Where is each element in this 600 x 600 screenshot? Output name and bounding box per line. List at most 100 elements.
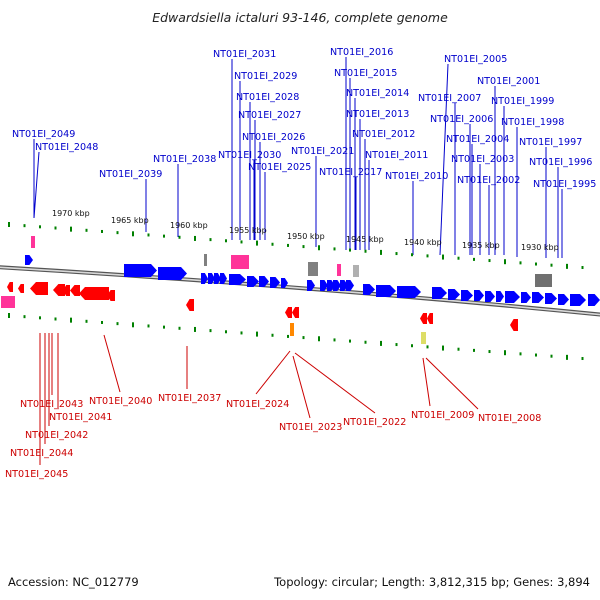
leader-line xyxy=(292,355,311,419)
scale-label: 1955 kbp xyxy=(229,226,267,235)
reverse-gene-arrow xyxy=(18,284,24,293)
top-tick xyxy=(504,259,506,265)
forward-gene-arrow xyxy=(158,267,187,280)
gene-label-forward: NT01EI_2025 xyxy=(248,162,311,173)
leader-line xyxy=(255,350,291,395)
top-tick xyxy=(550,263,553,267)
bottom-tick xyxy=(225,330,227,334)
bottom-tick xyxy=(550,354,553,358)
bottom-tick xyxy=(519,352,522,356)
bottom-tick xyxy=(535,353,537,357)
scale-label: 1930 kbp xyxy=(521,243,559,252)
forward-gene-arrow xyxy=(247,276,259,287)
gene-label-reverse: NT01EI_2040 xyxy=(89,396,152,407)
leader-line xyxy=(103,334,121,393)
top-tick xyxy=(240,240,243,244)
gene-label-forward: NT01EI_2028 xyxy=(236,92,299,103)
gene-label-reverse: NT01EI_2044 xyxy=(10,448,73,459)
reverse-gene-arrow xyxy=(107,290,115,301)
reverse-gene-arrow xyxy=(186,299,194,311)
forward-gene-arrow xyxy=(521,292,531,303)
bottom-tick xyxy=(457,347,460,351)
forward-gene-arrow xyxy=(505,291,520,303)
top-tick xyxy=(333,247,336,251)
pseudo-marker xyxy=(204,254,207,266)
top-tick xyxy=(23,224,26,228)
top-tick xyxy=(225,239,227,243)
gene-label-reverse: NT01EI_2009 xyxy=(411,410,474,421)
leader-line xyxy=(33,151,40,219)
forward-gene-arrow xyxy=(532,292,544,303)
bottom-tick xyxy=(473,348,475,352)
gene-label-forward: NT01EI_2030 xyxy=(218,150,281,161)
scale-label: 1970 kbp xyxy=(52,209,90,218)
top-tick xyxy=(302,245,305,249)
bottom-tick xyxy=(333,338,336,342)
top-tick xyxy=(442,254,444,260)
gene-labels: NT01EI_2049 NT01EI_2048 NT01EI_2039 NT01EI_… xyxy=(5,47,596,480)
scale-label: 1940 kbp xyxy=(404,238,442,247)
bottom-tick xyxy=(442,345,444,351)
bottom-tick xyxy=(240,331,243,335)
gene-label-reverse: NT01EI_2037 xyxy=(158,393,221,404)
forward-gene-arrow xyxy=(201,273,208,284)
rna-marker xyxy=(31,236,35,248)
forward-gene-arrow xyxy=(214,273,221,284)
top-tick xyxy=(349,248,351,252)
gene-label-forward: NT01EI_2038 xyxy=(153,154,216,165)
scale-label: 1945 kbp xyxy=(346,235,384,244)
gene-label-forward: NT01EI_1996 xyxy=(529,157,592,168)
gene-label-forward: NT01EI_2015 xyxy=(334,68,397,79)
rna-marker xyxy=(1,296,15,308)
reverse-gene-arrow xyxy=(7,282,13,292)
gene-label-forward: NT01EI_2005 xyxy=(444,54,507,65)
top-tick xyxy=(411,253,413,257)
bottom-tick xyxy=(147,324,150,328)
forward-gene-arrow xyxy=(346,280,354,291)
top-tick xyxy=(163,234,165,238)
bottom-tick xyxy=(411,344,413,348)
gene-label-forward: NT01EI_2016 xyxy=(330,47,393,58)
reverse-gene-arrow xyxy=(70,285,80,296)
top-tick xyxy=(473,257,475,261)
bottom-tick xyxy=(364,340,367,344)
forward-gene-arrow xyxy=(448,289,460,300)
bottom-tick xyxy=(194,326,196,332)
gene-label-forward: NT01EI_2007 xyxy=(418,93,481,104)
bottom-tick xyxy=(23,315,26,319)
pseudo-marker xyxy=(535,274,552,287)
gene-label-forward: NT01EI_2031 xyxy=(213,49,276,60)
leader-line xyxy=(422,357,431,407)
forward-gene-arrow xyxy=(220,273,227,284)
gene-label-reverse: NT01EI_2043 xyxy=(20,399,83,410)
top-tick xyxy=(457,256,460,260)
top-tick xyxy=(271,242,274,246)
gene-label-forward: NT01EI_2039 xyxy=(99,169,162,180)
top-tick xyxy=(287,243,289,247)
gene-label-forward: NT01EI_2004 xyxy=(446,134,509,145)
bottom-tick xyxy=(163,325,165,329)
scale-label: 1935 kbp xyxy=(462,241,500,250)
bottom-tick xyxy=(566,354,568,360)
gene-label-reverse: NT01EI_2041 xyxy=(49,412,112,423)
gene-label-forward: NT01EI_2026 xyxy=(242,132,305,143)
gene-label-forward: NT01EI_1998 xyxy=(501,117,564,128)
gene-label-forward: NT01EI_2014 xyxy=(346,88,409,99)
scale-label: 1960 kbp xyxy=(170,221,208,230)
top-tick xyxy=(194,235,196,241)
bottom-tick xyxy=(54,317,57,321)
accession-label: Accession: NC_012779 xyxy=(8,575,139,589)
bottom-tick xyxy=(380,340,382,346)
bottom-tick xyxy=(581,357,584,361)
rna-marker xyxy=(231,255,249,269)
gene-label-forward: NT01EI_2021 xyxy=(291,146,354,157)
map-title: Edwardsiella ictaluri 93-146, complete g… xyxy=(152,10,448,25)
scale-label: 1950 kbp xyxy=(287,232,325,241)
genome-backbone xyxy=(0,265,600,317)
bottom-tick xyxy=(8,313,10,318)
top-tick xyxy=(39,225,41,229)
gene-label-forward: NT01EI_2017 xyxy=(319,167,382,178)
bottom-tick xyxy=(178,326,181,330)
top-tick xyxy=(85,228,88,232)
top-tick xyxy=(209,238,212,242)
